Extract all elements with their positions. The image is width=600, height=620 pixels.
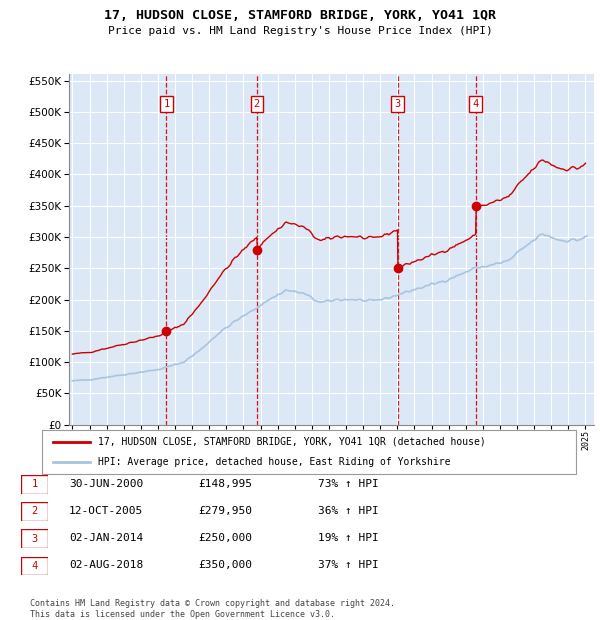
Text: 37% ↑ HPI: 37% ↑ HPI (318, 560, 379, 570)
Text: 2: 2 (254, 99, 260, 109)
Text: Price paid vs. HM Land Registry's House Price Index (HPI): Price paid vs. HM Land Registry's House … (107, 26, 493, 36)
FancyBboxPatch shape (21, 502, 48, 521)
Text: 12-OCT-2005: 12-OCT-2005 (69, 506, 143, 516)
FancyBboxPatch shape (21, 557, 48, 575)
FancyBboxPatch shape (21, 529, 48, 548)
Text: 1: 1 (163, 99, 170, 109)
Text: £279,950: £279,950 (198, 506, 252, 516)
Text: £250,000: £250,000 (198, 533, 252, 543)
Text: 4: 4 (473, 99, 479, 109)
Text: £148,995: £148,995 (198, 479, 252, 489)
Text: Contains HM Land Registry data © Crown copyright and database right 2024.
This d: Contains HM Land Registry data © Crown c… (30, 600, 395, 619)
Text: 73% ↑ HPI: 73% ↑ HPI (318, 479, 379, 489)
Text: 19% ↑ HPI: 19% ↑ HPI (318, 533, 379, 543)
Text: 30-JUN-2000: 30-JUN-2000 (69, 479, 143, 489)
Text: 02-AUG-2018: 02-AUG-2018 (69, 560, 143, 570)
FancyBboxPatch shape (21, 475, 48, 494)
Text: £350,000: £350,000 (198, 560, 252, 570)
Text: 36% ↑ HPI: 36% ↑ HPI (318, 506, 379, 516)
Text: 17, HUDSON CLOSE, STAMFORD BRIDGE, YORK, YO41 1QR (detached house): 17, HUDSON CLOSE, STAMFORD BRIDGE, YORK,… (98, 436, 486, 447)
Text: 1: 1 (31, 479, 38, 489)
Text: HPI: Average price, detached house, East Riding of Yorkshire: HPI: Average price, detached house, East… (98, 457, 451, 467)
Text: 17, HUDSON CLOSE, STAMFORD BRIDGE, YORK, YO41 1QR: 17, HUDSON CLOSE, STAMFORD BRIDGE, YORK,… (104, 9, 496, 22)
Text: 3: 3 (31, 534, 38, 544)
Text: 3: 3 (394, 99, 401, 109)
Text: 2: 2 (31, 507, 38, 516)
Text: 4: 4 (31, 561, 38, 571)
FancyBboxPatch shape (42, 430, 576, 474)
Text: 02-JAN-2014: 02-JAN-2014 (69, 533, 143, 543)
